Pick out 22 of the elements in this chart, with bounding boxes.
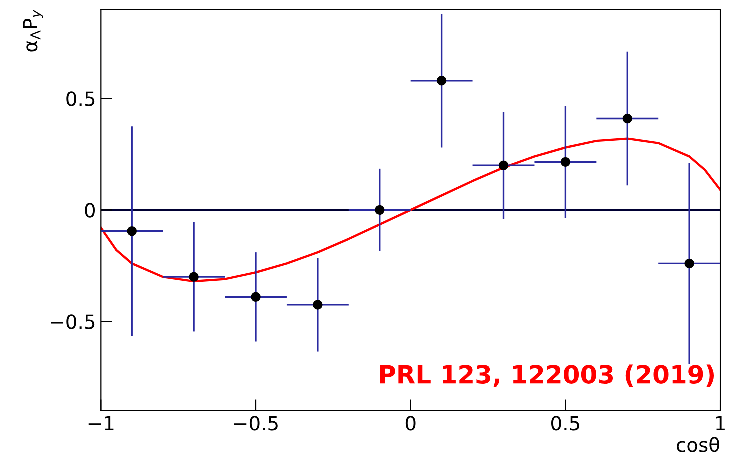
x-axis-title: cosθ [676,437,720,452]
point [313,300,323,310]
point [622,114,632,124]
point [375,205,385,216]
point [251,292,261,302]
x-tick-label: −1 [88,416,114,431]
y-tick-label: −0.5 [51,314,95,330]
point [436,76,447,86]
line-series [101,138,721,283]
point [560,157,571,168]
point [189,272,199,282]
y-tick-label: 0.5 [66,92,95,106]
y-axis-title: α$_{Λ}$P$_{y}$ [23,10,44,52]
x-tick-label: 1 [716,416,725,431]
point [684,258,694,269]
x-tick-label: 0.5 [552,416,580,431]
y-tick-label: 0 [85,203,95,218]
annotation: PRL 123, 122003 (2019) [380,364,714,388]
x-tick-label: −0.5 [234,416,278,431]
x-tick-label: 0 [406,416,416,431]
point [498,160,509,170]
point [127,226,137,236]
